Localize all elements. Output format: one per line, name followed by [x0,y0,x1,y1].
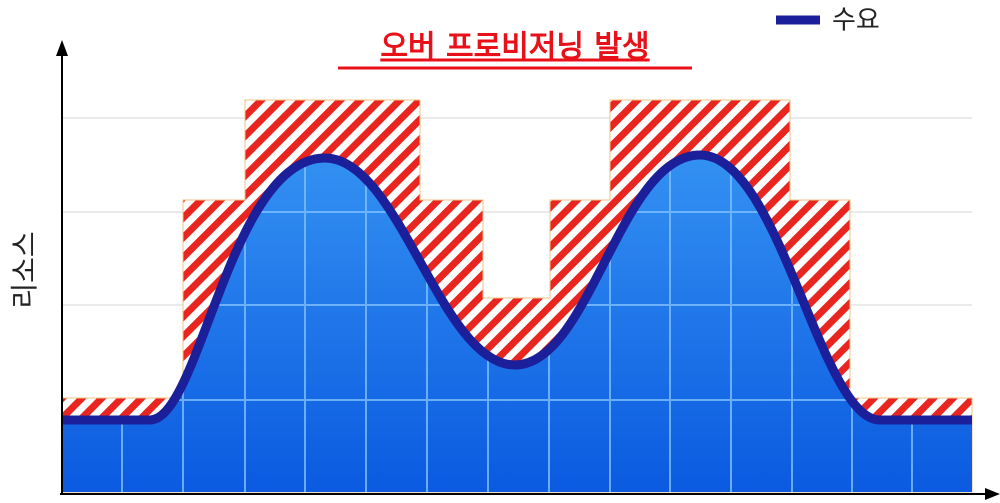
demand-curve [62,150,972,425]
legend-label: 수요 [832,6,880,36]
title: 오버 프로비저닝 발생 [380,30,649,65]
y-axis-label: 리소스 [8,231,41,308]
x-axis-arrow [985,488,1000,500]
y-axis-arrow [56,40,68,56]
axes [60,52,988,495]
